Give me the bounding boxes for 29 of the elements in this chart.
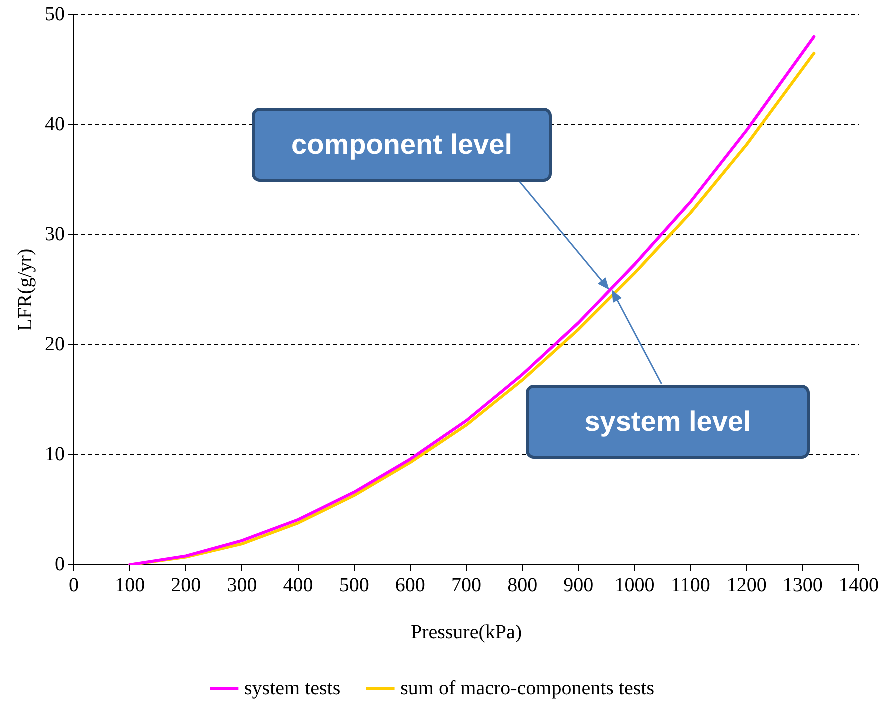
x-tick-label: 1200: [726, 574, 767, 596]
x-tick-label: 900: [564, 574, 594, 596]
x-tick-label: 1300: [782, 574, 823, 596]
x-tick-label: 800: [508, 574, 538, 596]
legend-label: system tests: [244, 677, 341, 700]
y-axis-title: LFR(g/yr): [14, 248, 36, 332]
y-tick-label: 0: [55, 553, 65, 576]
y-tick-label: 50: [45, 3, 65, 26]
note-box: system level: [526, 385, 810, 459]
note-box: component level: [252, 108, 552, 182]
x-tick-label: 1100: [671, 574, 710, 596]
x-tick-label: 300: [227, 574, 258, 596]
y-tick-label: 40: [45, 113, 65, 136]
y-tick-label: 20: [45, 333, 65, 356]
annotation: system level: [584, 406, 752, 438]
x-tick-label: 500: [339, 574, 370, 596]
x-tick-label: 0: [69, 574, 79, 596]
annotation: component level: [292, 129, 512, 161]
x-tick-label: 600: [395, 574, 426, 596]
x-tick-label: 700: [452, 574, 482, 596]
x-tick-label: 1400: [839, 574, 879, 596]
x-axis-title: Pressure(kPa): [410, 621, 522, 644]
x-tick-label: 1000: [614, 574, 655, 596]
x-tick-label: 100: [115, 574, 146, 596]
y-tick-label: 10: [45, 443, 65, 466]
legend-label: sum of macro-components tests: [400, 677, 655, 700]
x-tick-label: 400: [283, 574, 314, 596]
x-tick-label: 200: [171, 574, 202, 596]
y-tick-label: 30: [45, 223, 65, 246]
